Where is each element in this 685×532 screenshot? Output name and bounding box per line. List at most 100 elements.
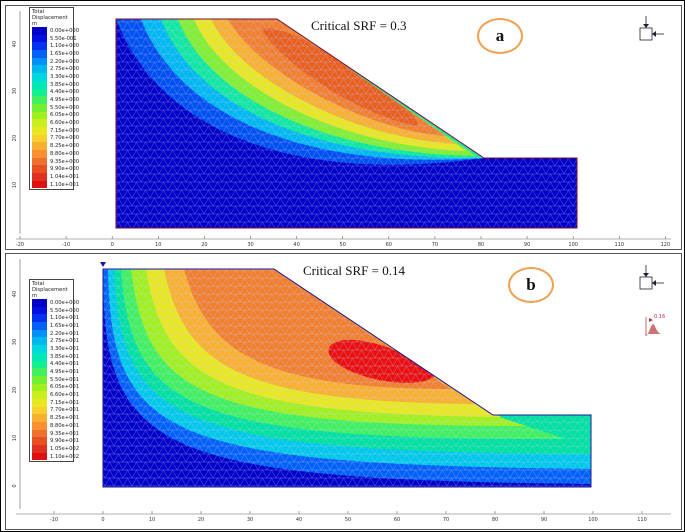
legend-row: 8.80e+001: [32, 422, 79, 430]
y-tick-label: 30: [12, 88, 18, 94]
legend-swatch: [32, 306, 47, 315]
legend-value: 0.00e+000: [50, 299, 79, 306]
legend-swatch: [32, 27, 47, 35]
legend-value: 9.35e+001: [50, 430, 79, 437]
legend-unit: m: [32, 21, 38, 27]
legend-swatch: [32, 180, 47, 189]
legend-value: 4.95e+000: [50, 97, 79, 104]
boundary-condition-icon: [639, 265, 664, 290]
legend-value: 4.40e+001: [50, 361, 79, 368]
x-tick-label: 110: [637, 517, 647, 523]
legend-value: 9.90e+001: [50, 438, 79, 445]
legend-swatch: [32, 452, 47, 461]
legend-row: 6.05e+001: [32, 383, 79, 392]
legend-swatch: [32, 299, 47, 307]
srf-label-a: Critical SRF = 0.3: [311, 18, 407, 33]
legend-row: 6.05e+000: [32, 111, 79, 120]
x-tick-label: 40: [293, 242, 299, 248]
legend-swatch: [32, 88, 47, 97]
legend-swatch: [32, 391, 47, 399]
x-tick-label: -20: [16, 242, 24, 248]
legend-row: 1.04e+001: [32, 173, 79, 181]
y-tick-label: 20: [12, 135, 18, 141]
y-tick-label: 40: [12, 41, 18, 47]
legend-value: 7.70e+000: [50, 135, 79, 142]
legend-value: 1.10e+000: [50, 43, 79, 50]
legend-row: 1.10e+001: [32, 314, 79, 323]
legend-swatch: [32, 345, 47, 353]
legend-row: 9.35e+000: [32, 157, 79, 166]
x-tick-label: 100: [568, 242, 578, 248]
legend-value: 8.80e+000: [50, 150, 79, 157]
slope-outline-b: [102, 268, 592, 488]
x-tick-label: -10: [62, 242, 70, 248]
legend-row: 7.70e+000: [32, 134, 79, 143]
legend-swatch: [32, 375, 47, 384]
legend-row: 8.25e+000: [32, 142, 79, 150]
legend-swatch: [32, 80, 47, 89]
legend-swatch: [32, 50, 47, 58]
legend-row: 1.05e+002: [32, 445, 79, 453]
legend-swatch: [32, 383, 47, 392]
x-tick-label: 0: [111, 242, 114, 248]
legend-value: 3.85e+001: [50, 353, 79, 360]
legend-value: 1.65e+000: [50, 50, 79, 57]
x-tick-label: 10: [149, 517, 155, 523]
legend-swatch: [32, 314, 47, 323]
legend-value: 3.30e+000: [50, 73, 79, 80]
legend-swatch: [32, 368, 47, 376]
legend-subtitle: Displacement: [32, 287, 68, 293]
x-tick-label: 70: [443, 517, 449, 523]
x-tick-label: 110: [615, 242, 625, 248]
legend-value: 0.00e+000: [50, 27, 79, 34]
legend-value: 7.70e+001: [50, 407, 79, 414]
boundary-condition-icon: [639, 16, 664, 41]
y-axis-ticks-b: 40 30 20 10 0: [12, 291, 18, 488]
legend-swatch: [32, 103, 47, 112]
legend-row: 3.85e+000: [32, 80, 79, 89]
panel-a: -20 -10 0 10 20 30 40 50 60 70 80 90 100 110 120 40 30 2…: [5, 5, 682, 250]
x-tick-label: 20: [198, 517, 204, 523]
legend-value: 8.80e+001: [50, 422, 79, 429]
legend-title: Total: [32, 9, 45, 15]
legend-row: 1.65e+000: [32, 50, 79, 58]
legend-row: 6.60e+001: [32, 391, 79, 399]
legend-swatch: [32, 437, 47, 446]
legend-subtitle: Displacement: [32, 15, 68, 21]
legend-swatch: [32, 329, 47, 338]
legend-value: 7.15e+001: [50, 399, 79, 406]
legend-row: 9.90e+001: [32, 437, 79, 446]
legend-value: 3.30e+001: [50, 345, 79, 352]
x-tick-label: 30: [247, 517, 253, 523]
legend-row: 9.35e+001: [32, 429, 79, 438]
legend-row: 5.50e+000: [32, 103, 79, 112]
legend-value: 5.50e+000: [50, 307, 79, 314]
legend-value: 1.10e+001: [50, 181, 79, 188]
legend-value: 1.65e+001: [50, 322, 79, 329]
legend-swatch: [32, 73, 47, 81]
legend-unit: m: [32, 293, 38, 299]
legend-row: 4.95e+000: [32, 96, 79, 104]
legend-row: 2.20e+000: [32, 57, 79, 66]
legend-row: 4.40e+001: [32, 360, 79, 369]
legend-swatch: [32, 165, 47, 174]
x-tick-label: 90: [524, 242, 530, 248]
x-tick-label: 50: [345, 517, 351, 523]
legend-value: 2.20e+000: [50, 58, 79, 65]
legend-value: 9.90e+000: [50, 166, 79, 173]
legend-row: 1.10e+002: [32, 452, 79, 461]
legend-row: 5.50e-001: [32, 34, 77, 43]
x-tick-label: 80: [478, 242, 484, 248]
model-a-plot: -20 -10 0 10 20 30 40 50 60 70 80 90 100 110 120 40 30 2…: [12, 11, 671, 248]
x-tick-label: 30: [247, 242, 253, 248]
legend-swatch: [32, 360, 47, 369]
x-tick-label: 0: [101, 517, 104, 523]
x-tick-label: 80: [492, 517, 498, 523]
legend-a: Total Displacement m 0.00e+000 5.50e-001 1…: [29, 7, 79, 191]
legend-swatch: [32, 398, 47, 407]
legend-row: 2.75e+001: [32, 337, 79, 346]
legend-value: 5.50e+001: [50, 376, 79, 383]
y-tick-label: 30: [12, 339, 18, 345]
legend-row: 1.10e+000: [32, 42, 79, 51]
